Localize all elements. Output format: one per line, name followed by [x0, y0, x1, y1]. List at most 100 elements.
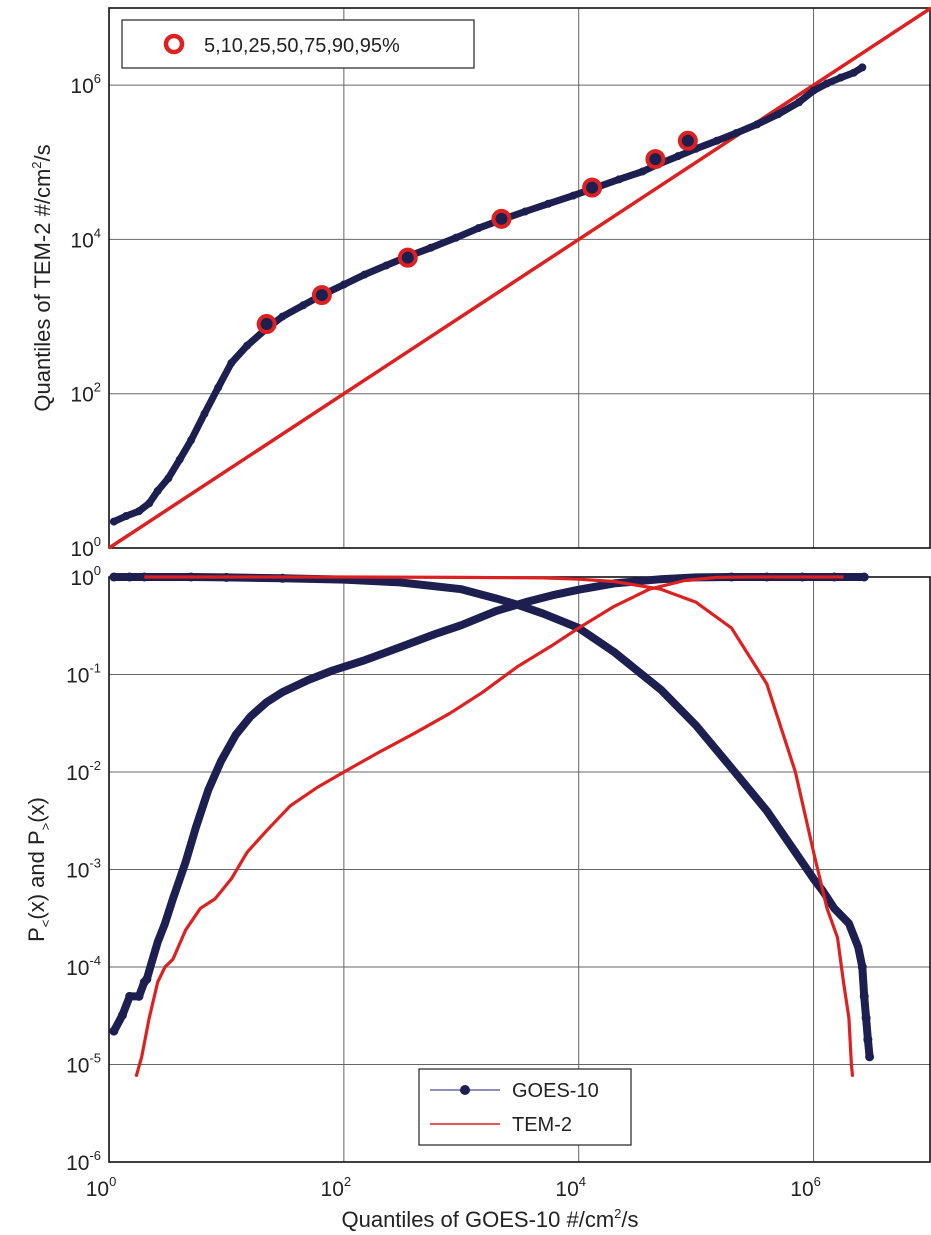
reference-line: [108, 6, 931, 550]
y-tick-exp: -6: [89, 1148, 101, 1163]
qq-point: [474, 224, 483, 233]
y-label-part: /s: [30, 144, 55, 161]
x-tick-base: 10: [555, 1178, 578, 1201]
goes-10-point: [125, 572, 135, 582]
qq-point: [673, 152, 682, 161]
x-tick-label: 100: [86, 1174, 117, 1201]
y-tick-exp: -4: [89, 953, 101, 968]
y-axis-label: P<(x) and P>(x): [24, 797, 53, 942]
percentile-marker: [582, 177, 603, 198]
legend-box: [418, 1068, 632, 1146]
legend-label-goes-10: GOES-10: [512, 1080, 599, 1102]
qq-point: [858, 63, 867, 72]
qq-point: [836, 73, 845, 82]
tem-2-curve: [144, 575, 855, 1077]
qq-point: [164, 474, 173, 483]
y-tick-label: 102: [70, 380, 101, 407]
y-tick-base: 10: [66, 957, 89, 980]
y-tick-exp: 2: [94, 380, 101, 395]
qq-point: [122, 511, 131, 520]
goes-10-point: [865, 1052, 875, 1062]
goes-10-point: [859, 572, 869, 582]
qq-point: [822, 79, 831, 88]
legend-marker: [163, 33, 185, 55]
percentile-marker: [645, 149, 666, 170]
qq-point: [278, 312, 287, 321]
y-tick-exp: 0: [94, 534, 101, 549]
y-tick-base: 10: [66, 1152, 89, 1175]
x-tick-exp: 4: [579, 1174, 586, 1189]
qq-point: [175, 455, 184, 464]
y-tick-label: 10-5: [66, 1051, 101, 1078]
y-tick-exp: 4: [94, 225, 101, 240]
y-label-part: (x) and P: [24, 830, 49, 919]
y-tick-label: 10-6: [66, 1148, 101, 1175]
y-tick-base: 10: [70, 538, 93, 561]
goes-10-point: [857, 962, 867, 972]
y-tick-base: 10: [70, 75, 93, 98]
y-tick-base: 10: [66, 762, 89, 785]
legend: 5,10,25,50,75,90,95%: [121, 19, 475, 69]
qq-point: [732, 128, 741, 137]
y-tick-exp: -5: [89, 1051, 101, 1066]
qq-point: [145, 499, 154, 508]
x-tick-exp: 2: [344, 1174, 351, 1189]
y-tick-label: 10-4: [66, 953, 101, 980]
y-tick-label: 100: [70, 563, 101, 590]
qq-point: [614, 175, 623, 184]
y-tick-label: 106: [70, 71, 101, 98]
qq-point: [774, 110, 783, 119]
y-tick-exp: -1: [89, 661, 101, 676]
qq-point: [187, 436, 196, 445]
x-tick-label: 106: [790, 1174, 821, 1201]
axes-box: [108, 7, 931, 549]
qq-point: [794, 98, 803, 107]
legend-label: 5,10,25,50,75,90,95%: [204, 35, 400, 57]
goes-10-point: [861, 1013, 871, 1023]
qq-point: [638, 167, 647, 176]
qq-point: [753, 120, 762, 129]
y-label-sup: 2: [29, 161, 44, 168]
x-label-part: Quantiles of GOES-10 #/cm: [341, 1207, 614, 1232]
goes-10-point: [109, 572, 119, 582]
goes-10-curve: [109, 573, 869, 1036]
percentile-marker: [311, 285, 332, 306]
y-label-part: (x): [24, 797, 49, 823]
y-tick-base: 10: [66, 1055, 89, 1078]
percentile-marker: [256, 314, 277, 335]
legend: GOES-10 TEM-2: [418, 1068, 632, 1146]
goes-10-point: [134, 991, 144, 1001]
x-axis-label: Quantiles of GOES-10 #/cm2/s: [341, 1206, 638, 1232]
y-tick-exp: -3: [89, 856, 101, 871]
percentile-marker: [397, 247, 418, 268]
y-tick-label: 100: [70, 534, 101, 561]
y-tick-label: 10-1: [66, 661, 101, 688]
qq-point: [200, 409, 209, 418]
qq-point: [521, 207, 530, 216]
x-tick-base: 10: [321, 1178, 344, 1201]
x-label-part: /s: [621, 1207, 638, 1232]
y-label-sub: <: [38, 920, 53, 928]
qq-point: [849, 68, 858, 77]
y-tick-exp: 0: [94, 563, 101, 578]
y-label-part: Quantiles of TEM-2 #/cm: [30, 169, 55, 412]
x-tick-exp: 0: [109, 1174, 116, 1189]
qq-point: [134, 507, 143, 516]
qq-point: [214, 383, 223, 392]
x-tick-exp: 6: [814, 1174, 821, 1189]
legend-label-tem-2: TEM-2: [512, 1114, 572, 1136]
qq-point: [153, 486, 162, 495]
qq-point: [339, 280, 348, 289]
x-label-sup: 2: [614, 1206, 621, 1221]
qq-point: [227, 359, 236, 368]
goes-10-point: [125, 991, 135, 1001]
x-tick-label: 104: [555, 1174, 586, 1201]
qq-point: [712, 136, 721, 145]
qq-point: [382, 261, 391, 270]
qq-plot-panel: 1001021041065,10,25,50,75,90,95%Quantile…: [29, 6, 931, 561]
x-tick-base: 10: [86, 1178, 109, 1201]
qq-point: [243, 341, 252, 350]
y-tick-base: 10: [70, 567, 93, 590]
qq-point: [809, 86, 818, 95]
